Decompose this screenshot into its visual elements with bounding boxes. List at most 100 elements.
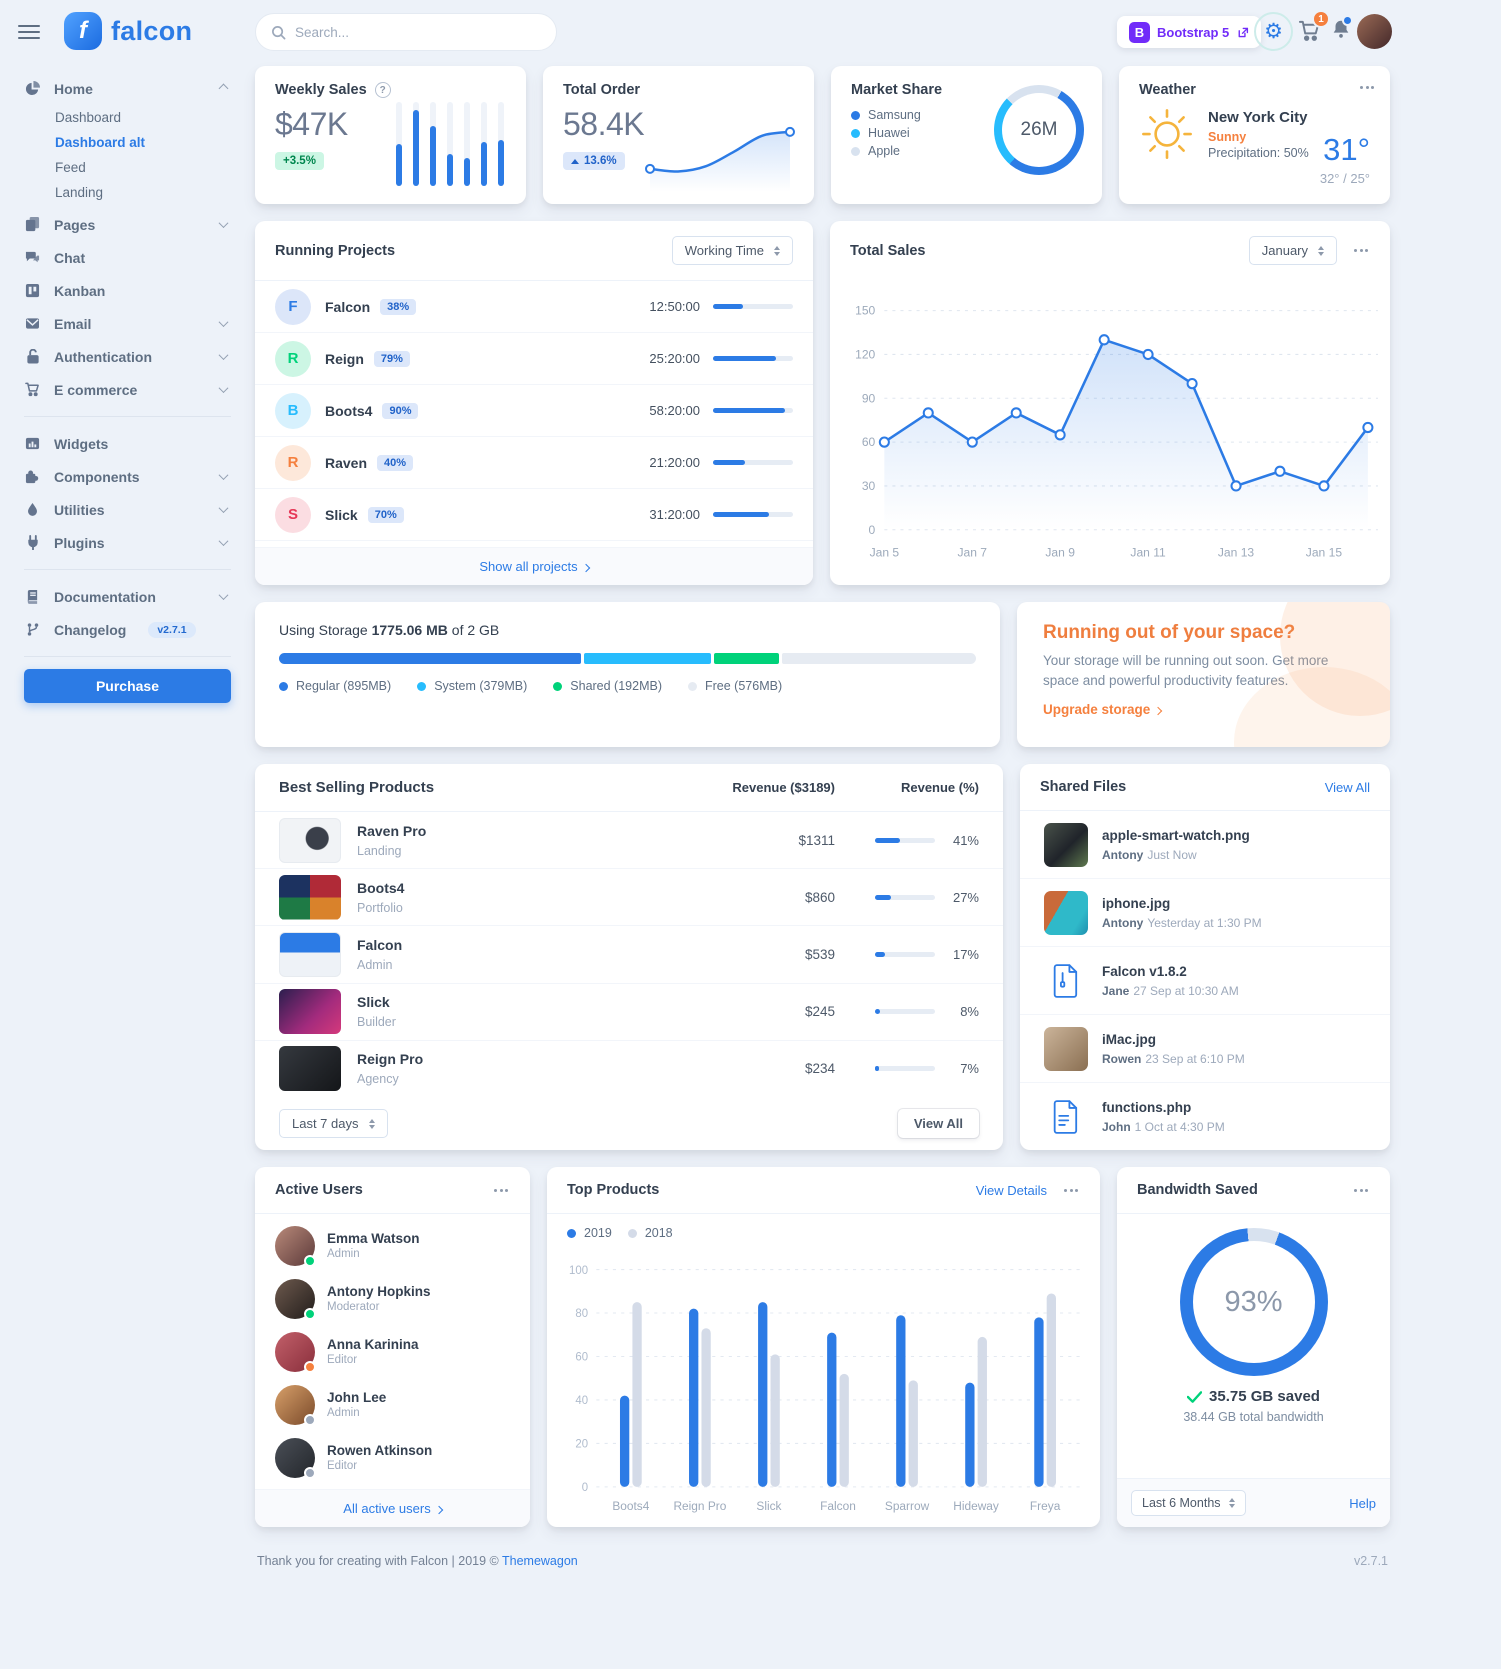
user-row[interactable]: Anna Karinina Editor bbox=[255, 1325, 530, 1378]
user-row[interactable]: Antony Hopkins Moderator bbox=[255, 1272, 530, 1325]
hamburger-menu-icon[interactable] bbox=[18, 25, 40, 39]
svg-text:Jan 13: Jan 13 bbox=[1218, 545, 1254, 559]
product-category[interactable]: Builder bbox=[357, 1015, 396, 1030]
project-time: 21:20:00 bbox=[649, 455, 700, 470]
product-category[interactable]: Portfolio bbox=[357, 900, 403, 915]
settings-button[interactable]: ⚙ bbox=[1254, 12, 1293, 51]
plug-icon bbox=[24, 535, 41, 550]
sidebar-item-label: Email bbox=[54, 315, 92, 332]
product-thumbnail bbox=[279, 1046, 341, 1092]
sidebar-item-feed[interactable]: Feed bbox=[55, 160, 86, 175]
purchase-button[interactable]: Purchase bbox=[24, 669, 231, 703]
working-time-select[interactable]: Working Time bbox=[671, 236, 793, 265]
user-row[interactable]: Emma Watson Admin bbox=[255, 1219, 530, 1272]
chevron-down-icon bbox=[218, 383, 229, 394]
sidebar-item-dashboard-alt[interactable]: Dashboard alt bbox=[55, 135, 146, 150]
pages-icon bbox=[24, 217, 41, 232]
project-name-link[interactable]: Boots4 bbox=[325, 402, 373, 419]
sidebar-item-utilities[interactable]: Utilities bbox=[24, 493, 231, 526]
project-name-link[interactable]: Slick bbox=[325, 506, 358, 523]
sidebar-item-documentation[interactable]: Documentation bbox=[24, 580, 231, 613]
user-avatar[interactable] bbox=[1357, 14, 1392, 49]
sidebar-item-components[interactable]: Components bbox=[24, 460, 231, 493]
project-progress-bar bbox=[713, 356, 793, 361]
product-name-link[interactable]: Reign Pro bbox=[357, 1051, 424, 1068]
user-row[interactable]: John Lee Admin bbox=[255, 1378, 530, 1431]
sidebar-item-kanban[interactable]: Kanban bbox=[24, 274, 231, 307]
sort-arrows-icon bbox=[1318, 245, 1324, 256]
user-row[interactable]: Rowen Atkinson Editor bbox=[255, 1431, 530, 1484]
card-menu-button[interactable] bbox=[492, 1185, 510, 1196]
sidebar-item-pages[interactable]: Pages bbox=[24, 208, 231, 241]
search-input[interactable] bbox=[295, 24, 541, 40]
sidebar-item-authentication[interactable]: Authentication bbox=[24, 340, 231, 373]
project-row: R Reign 79% 25:20:00 bbox=[255, 333, 813, 385]
card-menu-button[interactable] bbox=[1352, 1185, 1370, 1196]
themewagon-link[interactable]: Themewagon bbox=[502, 1554, 578, 1568]
all-active-users-link[interactable]: All active users bbox=[343, 1501, 443, 1516]
card-title: Weather bbox=[1139, 82, 1196, 98]
sidebar-item-chat[interactable]: Chat bbox=[24, 241, 231, 274]
project-progress-badge: 38% bbox=[380, 298, 417, 315]
search-bar[interactable] bbox=[255, 13, 557, 51]
bandwidth-ring-chart: 93% bbox=[1179, 1228, 1328, 1376]
view-details-link[interactable]: View Details bbox=[975, 1182, 1047, 1198]
project-name-link[interactable]: Raven bbox=[325, 454, 368, 471]
weekly-sales-value: $47K bbox=[275, 106, 348, 142]
sidebar-item-plugins[interactable]: Plugins bbox=[24, 526, 231, 559]
storage-card: Using Storage 1775.06 MB of 2 GB Regular… bbox=[255, 602, 1000, 747]
storage-legend: Regular (895MB) System (379MB) Shared (1… bbox=[279, 679, 976, 693]
svg-text:Sparrow: Sparrow bbox=[885, 1499, 930, 1513]
product-category[interactable]: Admin bbox=[357, 958, 393, 972]
month-select[interactable]: January bbox=[1248, 236, 1337, 265]
file-item: iphone.jpg Antony Yesterday at 1:30 PM bbox=[1020, 879, 1390, 947]
card-menu-button[interactable] bbox=[1062, 1185, 1080, 1196]
help-link[interactable]: Help bbox=[1349, 1495, 1376, 1511]
upgrade-storage-link[interactable]: Upgrade storage bbox=[1043, 702, 1163, 717]
total-order-value: 58.4K bbox=[563, 106, 645, 142]
sidebar-item-changelog[interactable]: Changelog v2.7.1 bbox=[24, 613, 231, 646]
product-name-link[interactable]: Boots4 bbox=[357, 879, 405, 896]
brand-logo[interactable]: f falcon bbox=[64, 12, 192, 50]
period-select[interactable]: Last 6 Months bbox=[1131, 1490, 1246, 1516]
file-item: iMac.jpg Rowen 23 Sep at 6:10 PM bbox=[1020, 1015, 1390, 1083]
notifications-button[interactable] bbox=[1330, 15, 1353, 40]
sidebar-item-ecommerce[interactable]: E commerce bbox=[24, 373, 231, 406]
top-products-legend: 2019 2018 bbox=[547, 1214, 1100, 1240]
user-role: Admin bbox=[327, 1407, 360, 1419]
svg-text:Freya: Freya bbox=[1030, 1499, 1061, 1513]
project-name-link[interactable]: Falcon bbox=[325, 298, 371, 315]
sidebar-item-landing[interactable]: Landing bbox=[55, 185, 104, 200]
date-range-select[interactable]: Last 7 days bbox=[279, 1109, 388, 1138]
product-category[interactable]: Landing bbox=[357, 843, 402, 858]
file-name-link[interactable]: iMac.jpg bbox=[1102, 1032, 1157, 1047]
cart-button[interactable]: 1 bbox=[1298, 10, 1330, 42]
view-all-link[interactable]: View All bbox=[1324, 779, 1370, 795]
sidebar: Home Dashboard Dashboard alt Feed Landin… bbox=[0, 64, 255, 703]
sidebar-item-email[interactable]: Email bbox=[24, 307, 231, 340]
product-category[interactable]: Agency bbox=[357, 1072, 399, 1087]
sidebar-item-dashboard[interactable]: Dashboard bbox=[55, 110, 122, 125]
legend-item: Regular (895MB) bbox=[279, 679, 391, 693]
project-name-link[interactable]: Reign bbox=[325, 350, 364, 367]
sidebar-item-label: Plugins bbox=[54, 534, 105, 551]
view-all-button[interactable]: View All bbox=[897, 1109, 979, 1138]
show-all-projects-link[interactable]: Show all projects bbox=[479, 559, 590, 574]
help-icon[interactable]: ? bbox=[374, 82, 391, 98]
bootstrap-badge[interactable]: B Bootstrap 5 bbox=[1117, 16, 1262, 48]
file-name-link[interactable]: functions.php bbox=[1102, 1100, 1192, 1115]
product-name-link[interactable]: Slick bbox=[357, 994, 390, 1011]
sidebar-item-label: Chat bbox=[54, 249, 86, 266]
sidebar-item-home[interactable]: Home bbox=[24, 72, 231, 105]
file-name-link[interactable]: Falcon v1.8.2 bbox=[1102, 964, 1187, 979]
card-menu-button[interactable] bbox=[1352, 245, 1370, 256]
product-name-link[interactable]: Raven Pro bbox=[357, 822, 427, 839]
promo-body: Your storage will be running out soon. G… bbox=[1043, 653, 1329, 688]
file-name-link[interactable]: apple-smart-watch.png bbox=[1102, 828, 1250, 843]
storage-title: Using Storage 1775.06 MB of 2 GB bbox=[279, 622, 500, 638]
file-name-link[interactable]: iphone.jpg bbox=[1102, 896, 1171, 911]
product-name-link[interactable]: Falcon bbox=[357, 937, 403, 953]
sidebar-item-widgets[interactable]: Widgets bbox=[24, 427, 231, 460]
card-menu-button[interactable] bbox=[1358, 82, 1376, 93]
chevron-down-icon bbox=[218, 218, 229, 229]
